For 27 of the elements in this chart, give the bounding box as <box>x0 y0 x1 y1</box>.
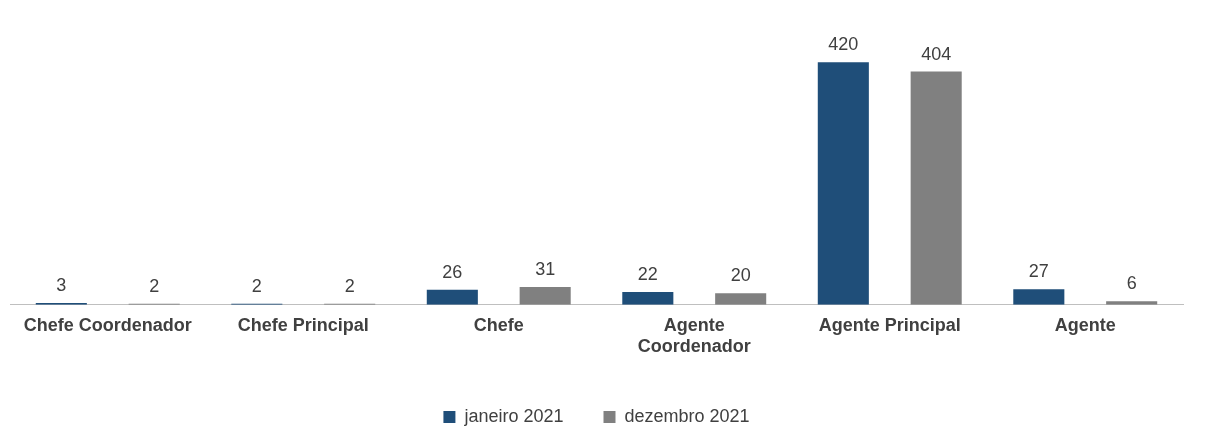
data-label: 20 <box>730 265 751 286</box>
bar <box>910 71 962 305</box>
bar <box>817 62 869 305</box>
x-tick-label: Agente <box>1054 314 1116 335</box>
bar <box>715 293 767 305</box>
data-label: 26 <box>442 261 463 282</box>
bar <box>1013 289 1065 305</box>
data-label: 3 <box>56 275 67 296</box>
data-label: 2 <box>149 275 160 296</box>
data-label: 6 <box>1126 273 1137 294</box>
data-label: 31 <box>535 258 556 279</box>
legend-label: dezembro 2021 <box>624 405 750 426</box>
x-tick-label: Chefe Coordenador <box>23 314 192 335</box>
x-tick-label: Agente Principal <box>818 314 961 335</box>
bar <box>519 286 571 305</box>
x-tick-label: Chefe <box>473 314 524 335</box>
legend-label: janeiro 2021 <box>463 405 564 426</box>
x-tick-label: Chefe Principal <box>237 314 369 335</box>
bar <box>426 289 478 305</box>
data-label: 2 <box>251 275 262 296</box>
bar <box>622 292 674 305</box>
data-label: 2 <box>344 275 355 296</box>
data-label: 420 <box>828 34 859 55</box>
data-label: 22 <box>637 264 658 285</box>
data-label: 404 <box>921 43 952 64</box>
data-label: 27 <box>1028 261 1049 282</box>
x-tick-label: Agente Coordenador <box>637 314 751 357</box>
